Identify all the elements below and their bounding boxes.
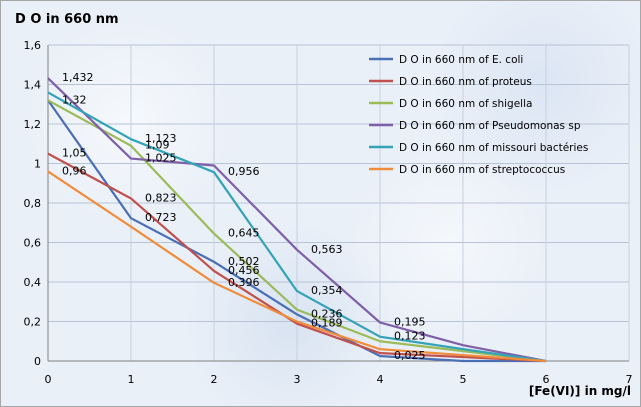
series-line-6 — [47, 170, 547, 363]
data-label: 0,645 — [228, 227, 260, 240]
y-tick-label: 1,6 — [24, 39, 42, 52]
legend-entry: D O in 660 nm of missouri bactéries — [399, 142, 588, 154]
series-line-3 — [47, 99, 547, 363]
data-label: 0,502 — [228, 255, 260, 268]
y-tick-label: 0,6 — [24, 237, 42, 250]
data-label: 0,96 — [62, 164, 87, 177]
y-tick-label: 0,2 — [24, 316, 42, 329]
data-label: 0,723 — [145, 211, 177, 224]
x-tick-label: 2 — [211, 373, 218, 386]
x-tick-label: 3 — [294, 373, 301, 386]
data-label: 0,956 — [228, 165, 260, 178]
series-layer — [47, 77, 547, 363]
y-tick-label: 0,8 — [24, 197, 42, 210]
legend: D O in 660 nm of E. coli D O in 660 nm of… — [369, 54, 588, 176]
legend-entry: D O in 660 nm of Pseudomonas sp — [399, 120, 581, 132]
data-label: 1,123 — [145, 132, 177, 145]
legend-entry: D O in 660 nm of shigella — [399, 98, 532, 110]
data-label: 1,05 — [62, 147, 87, 160]
y-tick-label: 0,4 — [24, 276, 42, 289]
data-label: 1,09 — [145, 139, 170, 152]
y-tick-label: 1,4 — [24, 79, 42, 92]
series-line-2 — [47, 152, 547, 363]
data-label: 0,123 — [394, 330, 426, 343]
data-label: 0,456 — [228, 264, 260, 277]
y-tick-label: 1 — [34, 158, 41, 171]
x-tick-label: 0 — [45, 373, 52, 386]
y-tick-label: 0 — [34, 355, 41, 368]
data-label: 1,025 — [145, 152, 177, 165]
x-tick-label: 6 — [543, 373, 550, 386]
data-label: 0,195 — [394, 315, 426, 328]
axis-layer: 0 0,2 0,4 0,6 0,8 1 1,2 1,4 1,6 0 1 2 3 4 5 6 7 — [24, 39, 633, 386]
data-label: 0,823 — [145, 191, 177, 204]
legend-entry: D O in 660 nm of streptococcus — [399, 164, 565, 176]
x-tick-label: 4 — [377, 373, 384, 386]
data-label: 0,396 — [228, 276, 260, 289]
data-label: 1,32 — [62, 93, 87, 106]
x-tick-label: 5 — [460, 373, 467, 386]
data-label: 0,563 — [311, 243, 343, 256]
data-label: 0,354 — [311, 284, 343, 297]
data-label: 0,236 — [311, 307, 343, 320]
data-label: 0,025 — [394, 349, 426, 362]
legend-entry: D O in 660 nm of E. coli — [399, 54, 523, 66]
data-label: 1,432 — [62, 71, 94, 84]
series-line-1 — [47, 99, 546, 363]
series-line-4 — [47, 77, 547, 363]
data-label: 0,189 — [311, 317, 343, 330]
series-line-5 — [47, 91, 547, 363]
y-tick-label: 1,2 — [24, 118, 42, 131]
x-tick-label: 1 — [128, 373, 135, 386]
legend-entry: D O in 660 nm of proteus — [399, 76, 532, 88]
x-tick-label: 7 — [626, 373, 633, 386]
chart-title: D O in 660 nm — [15, 12, 119, 27]
x-axis-label: [Fe(VI)] in mg/l — [529, 384, 631, 398]
